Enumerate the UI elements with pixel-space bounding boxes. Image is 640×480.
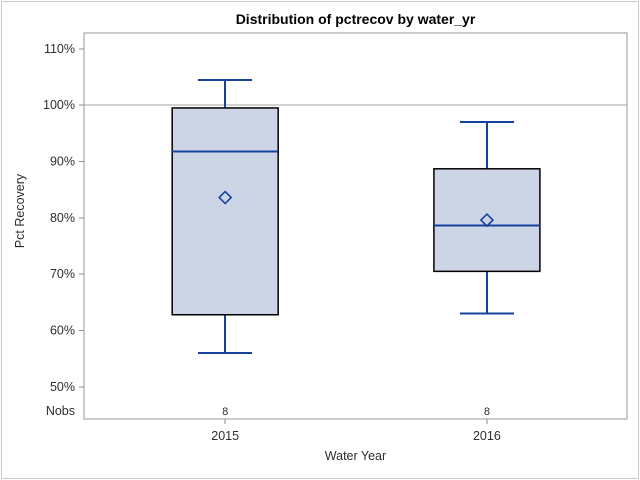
box-2015 [171,107,279,316]
y-tick-label: 100% [43,98,75,112]
y-tick-label: 50% [50,380,75,394]
chart-title: Distribution of pctrecov by water_yr [235,11,476,27]
y-tick-label: 80% [50,211,75,225]
x-category-label: 2015 [211,429,239,443]
y-tick-label: 70% [50,267,75,281]
y-tick-label: 90% [50,154,75,168]
x-category-label: 2016 [473,429,501,443]
mean-diamond [218,190,233,205]
y-tick-label: 60% [50,324,75,338]
plot-frame [83,32,628,420]
x-axis-label: Water Year [324,449,387,463]
nobs-row-label: Nobs [45,404,75,418]
box-2016 [433,168,541,273]
nobs-value: 8 [484,406,490,418]
y-tick-label: 110% [44,42,75,56]
mean-diamond [479,212,495,228]
nobs-value: 8 [222,406,228,418]
